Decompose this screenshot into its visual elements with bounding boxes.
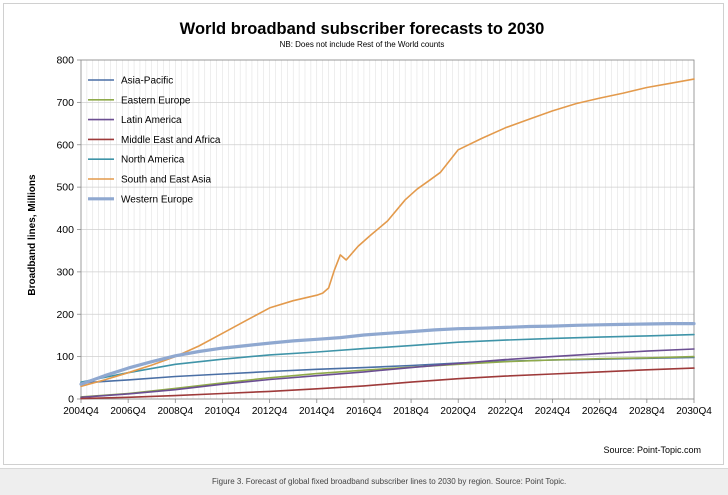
- x-tick-label: 2012Q4: [252, 406, 288, 417]
- source-note: Source: Point-Topic.com: [603, 445, 701, 455]
- x-tick-label: 2030Q4: [676, 406, 712, 417]
- legend-label: Latin America: [121, 115, 182, 126]
- x-tick-label: 2010Q4: [205, 406, 241, 417]
- legend-label: Asia-Pacific: [121, 76, 173, 87]
- x-tick-label: 2018Q4: [393, 406, 429, 417]
- x-tick-label: 2020Q4: [440, 406, 476, 417]
- legend-label: Middle East and Africa: [121, 135, 221, 146]
- chart-title: World broadband subscriber forecasts to …: [180, 20, 545, 38]
- y-tick-label: 800: [56, 55, 74, 67]
- series-layer: [79, 78, 696, 400]
- x-tick-label: 2026Q4: [582, 406, 618, 417]
- x-tick-label: 2014Q4: [299, 406, 335, 417]
- grid-lines: [80, 59, 695, 400]
- y-tick-label: 100: [56, 351, 74, 363]
- line-chart: World broadband subscriber forecasts to …: [27, 20, 712, 455]
- y-tick-label: 300: [56, 266, 74, 278]
- series-line-6: [80, 78, 695, 388]
- x-tick-label: 2022Q4: [488, 406, 524, 417]
- legend-label: Eastern Europe: [121, 95, 191, 106]
- series-line-7: [79, 322, 696, 386]
- y-tick-label: 200: [56, 309, 74, 321]
- chart-subtitle: NB: Does not include Rest of the World c…: [280, 40, 445, 49]
- axes: 0 100 200 300 400 500 600 700 800 2004Q4 2006Q4 200…: [56, 55, 712, 418]
- y-tick-label: 600: [56, 139, 74, 151]
- figure-caption: Figure 3. Forecast of global fixed broad…: [212, 477, 567, 486]
- x-tick-label: 2008Q4: [158, 406, 194, 417]
- y-axis-label: Broadband lines, Millions: [27, 174, 38, 296]
- series-line-2: [80, 355, 695, 398]
- legend: Asia-Pacific Eastern Europe Latin America M…: [88, 76, 221, 205]
- x-tick-label: 2016Q4: [346, 406, 382, 417]
- legend-label: South and East Asia: [121, 175, 212, 186]
- x-tick-label: 2004Q4: [63, 406, 99, 417]
- x-tick-label: 2024Q4: [535, 406, 571, 417]
- y-tick-label: 0: [68, 394, 74, 406]
- series-line-5: [80, 333, 695, 383]
- chart-frame: World broadband subscriber forecasts to …: [3, 3, 724, 465]
- series-line-3: [80, 348, 695, 399]
- legend-label: Western Europe: [121, 194, 194, 205]
- x-tick-label: 2028Q4: [629, 406, 665, 417]
- y-tick-label: 400: [56, 224, 74, 236]
- x-tick-label: 2006Q4: [110, 406, 146, 417]
- caption-bar: Figure 3. Forecast of global fixed broad…: [0, 468, 728, 495]
- y-tick-label: 500: [56, 182, 74, 194]
- series-line-4: [80, 367, 695, 400]
- y-tick-label: 700: [56, 97, 74, 109]
- legend-label: North America: [121, 155, 185, 166]
